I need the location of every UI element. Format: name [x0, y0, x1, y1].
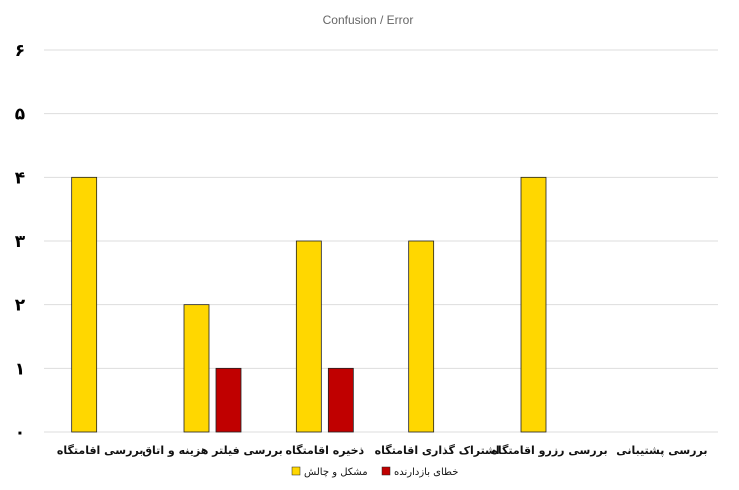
y-tick-label: ۲	[15, 296, 26, 316]
legend-label: خطای بازدارنده	[394, 467, 458, 478]
bar-challenge	[520, 176, 547, 433]
y-tick-label: ۱	[15, 359, 25, 379]
y-tick-label: ۳	[15, 232, 26, 252]
x-tick-label: ذخیره اقامتگاه	[286, 444, 365, 457]
y-axis: ۰ ۱ ۲ ۳ ۴ ۵ ۶	[15, 41, 26, 443]
bar-blocking-error	[215, 367, 242, 433]
x-tick-label: بررسی اقامتگاه	[57, 444, 144, 457]
x-tick-label: بررسی فیلتر هزینه و اتاق	[142, 444, 283, 457]
y-tick-label: ۴	[15, 168, 25, 188]
x-tick-label: اشتراک گذاری اقامتگاه	[375, 444, 500, 457]
legend-label: مشکل و چالش	[304, 467, 368, 478]
x-tick-label: بررسی پشتیبانی	[616, 444, 707, 457]
bars	[71, 176, 547, 433]
y-tick-label: ۶	[15, 41, 25, 61]
legend: مشکل و چالش خطای بازدارنده	[291, 466, 458, 478]
gridlines	[44, 49, 718, 433]
bar-blocking-error	[327, 367, 354, 433]
legend-swatch	[291, 466, 301, 476]
x-tick-label: بررسی رزرو اقامتگاه	[491, 444, 607, 457]
bar-challenge	[183, 304, 210, 433]
bar-challenge	[71, 176, 98, 433]
y-tick-label: ۵	[15, 105, 25, 125]
legend-swatch	[381, 466, 391, 476]
bar-challenge	[408, 240, 435, 433]
y-tick-label: ۰	[15, 423, 25, 443]
bar-challenge	[295, 240, 322, 433]
chart-title: Confusion / Error	[323, 13, 414, 27]
